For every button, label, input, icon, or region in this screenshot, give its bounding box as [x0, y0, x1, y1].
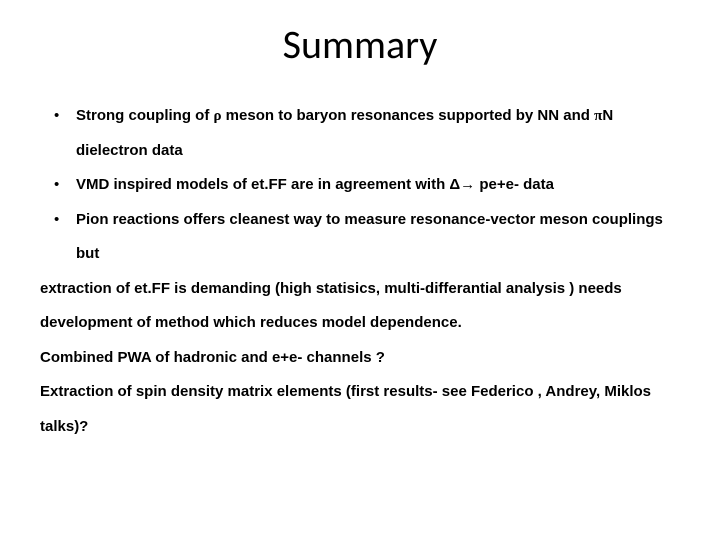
bullet-list: Strong coupling of ρ meson to baryon res…: [40, 99, 680, 272]
text: Combined PWA of hadronic and e+e- channe…: [40, 349, 385, 366]
paragraph: extraction of et.FF is demanding (high s…: [40, 272, 680, 341]
slide: Summary Strong coupling of ρ meson to ba…: [0, 0, 720, 540]
paragraph: Combined PWA of hadronic and e+e- channe…: [40, 341, 680, 376]
greek-rho: ρ: [213, 108, 221, 124]
text: Extraction of spin density matrix elemen…: [40, 383, 651, 435]
paragraph: Extraction of spin density matrix elemen…: [40, 375, 680, 444]
text: extraction of et.FF is demanding (high s…: [40, 280, 622, 332]
text: Strong coupling of: [76, 107, 213, 124]
text: Pion reactions offers cleanest way to me…: [76, 211, 663, 263]
slide-title: Summary: [40, 20, 680, 69]
bullet-item: Pion reactions offers cleanest way to me…: [54, 203, 680, 272]
slide-body: Strong coupling of ρ meson to baryon res…: [40, 99, 680, 444]
bullet-item: VMD inspired models of et.FF are in agre…: [54, 168, 680, 203]
text: meson to baryon resonances supported by …: [222, 107, 595, 124]
text: VMD inspired models of et.FF are in agre…: [76, 176, 554, 193]
bullet-item: Strong coupling of ρ meson to baryon res…: [54, 99, 680, 168]
